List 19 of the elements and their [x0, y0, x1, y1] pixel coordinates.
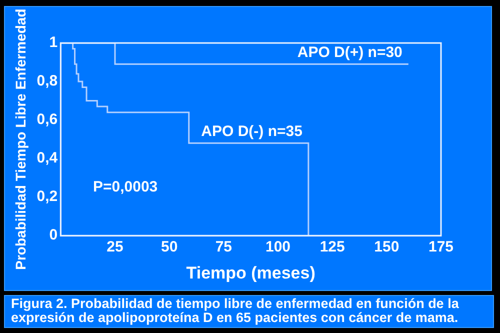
y-tick-label: 0	[49, 226, 58, 244]
x-tick-label: 125	[320, 238, 345, 256]
y-tick-label: 0,2	[36, 188, 58, 206]
x-tick-label: 50	[160, 238, 178, 256]
y-tick-label: 0,6	[36, 111, 58, 128]
x-tick-label: 100	[265, 238, 291, 256]
x-tick-label: 75	[215, 238, 232, 256]
x-axis-title: Tiempo (meses)	[186, 263, 316, 282]
text: Figura 2. Probabilidad de tiempo libre de enfermedad en función de la expresión de apolipoproteína D en 65 pacientes con cáncer de mama.	[4, 295, 494, 328]
series-label: APO D(-) n=35	[201, 122, 302, 140]
y-tick-label: 0,8	[36, 72, 58, 90]
x-tick-label: 175	[428, 238, 454, 256]
y-axis-title: Probabilidad Tiempo Libre Enfermedad	[12, 8, 28, 270]
y-tick-label: 0,4	[36, 150, 58, 167]
x-tick-label: 150	[374, 238, 400, 256]
series-label: APO D(+) n=30	[297, 44, 402, 61]
y-tick-label: 1	[49, 34, 58, 52]
annotation: P=0,0003	[92, 178, 158, 196]
x-tick-label: 25	[106, 238, 124, 256]
